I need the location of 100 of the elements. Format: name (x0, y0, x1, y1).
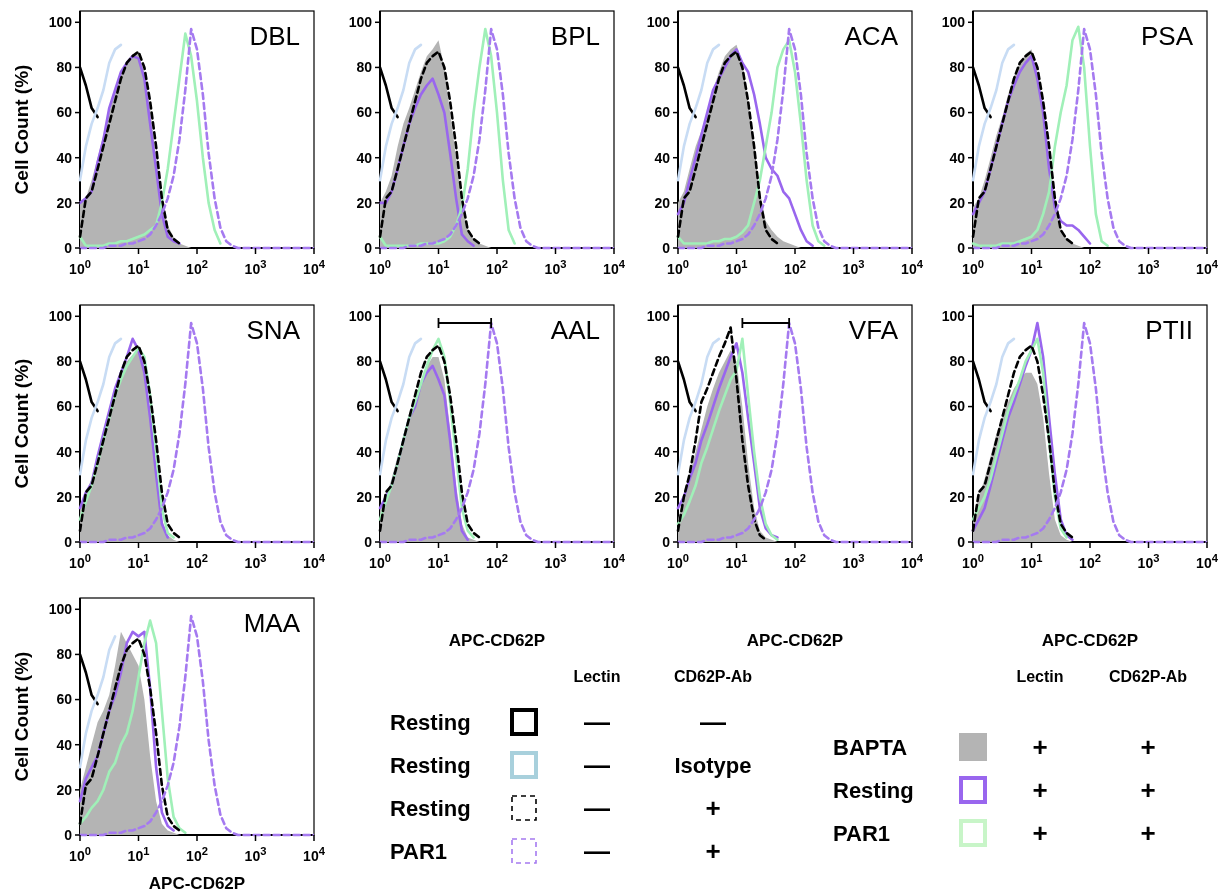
text: Resting (833, 777, 914, 803)
x-tick-label: 10$^{0}$ (69, 552, 91, 571)
x-tick-label: 10$^{2}$ (186, 552, 208, 571)
x-tick-label: 10$^{1}$ (427, 552, 450, 571)
text: — (700, 707, 726, 738)
y-tick-label: 20 (356, 194, 373, 211)
text: Lectin (1016, 668, 1064, 685)
y-tick-label: 40 (654, 149, 671, 166)
y-tick-label: 60 (949, 104, 966, 121)
y-tick-label: 40 (356, 443, 373, 460)
y-tick-label: 80 (56, 59, 73, 76)
x-tick-label: 10$^{4}$ (303, 845, 326, 864)
x-axis-title: APC-CD62P (148, 874, 246, 893)
y-tick-label: 20 (56, 194, 73, 211)
y-tick-label: 40 (56, 443, 73, 460)
y-tick-label: 60 (56, 691, 73, 708)
chart-title: ACA (844, 21, 899, 51)
x-tick-label: 10$^{3}$ (544, 552, 567, 571)
text: + (1140, 732, 1156, 763)
x-tick-label: 10$^{3}$ (842, 552, 865, 571)
x-tick-label: 10$^{3}$ (1137, 552, 1160, 571)
x-axis-title: APC-CD62P (1041, 631, 1139, 650)
y-tick-label: 60 (56, 104, 73, 121)
y-tick-label: 100 (941, 14, 966, 31)
x-tick-label: 10$^{2}$ (784, 552, 806, 571)
x-tick-label: 10$^{4}$ (303, 552, 326, 571)
x-tick-label: 10$^{0}$ (69, 845, 91, 864)
text: PAR1 (390, 838, 448, 864)
x-tick-label: 10$^{3}$ (842, 258, 865, 277)
x-tick-label: 10$^{1}$ (725, 552, 748, 571)
text: CD62P-Ab (673, 668, 753, 685)
x-tick-label: 10$^{1}$ (725, 258, 748, 277)
text: Isotype (674, 752, 752, 778)
y-tick-label: 100 (348, 14, 373, 31)
y-tick-label: 20 (56, 781, 73, 798)
y-tick-label: 80 (56, 646, 73, 663)
x-tick-label: 10$^{1}$ (427, 258, 450, 277)
x-tick-label: 10$^{1}$ (1020, 552, 1043, 571)
x-tick-label: 10$^{0}$ (69, 258, 91, 277)
y-tick-label: 0 (64, 239, 73, 256)
y-tick-label: 80 (654, 59, 671, 76)
y-tick-label: 20 (949, 194, 966, 211)
x-tick-label: 10$^{3}$ (1137, 258, 1160, 277)
text: — (584, 836, 610, 867)
x-tick-label: 10$^{1}$ (127, 258, 150, 277)
x-tick-label: 10$^{4}$ (901, 552, 924, 571)
x-tick-label: 10$^{0}$ (369, 258, 391, 277)
x-tick-label: 10$^{1}$ (127, 552, 150, 571)
x-axis-title: APC-CD62P (448, 631, 546, 650)
y-tick-label: 60 (356, 104, 373, 121)
y-axis-title: Cell Count (%) (11, 651, 32, 782)
y-tick-label: 20 (56, 488, 73, 505)
y-tick-label: 80 (654, 353, 671, 370)
y-tick-label: 80 (356, 353, 373, 370)
text: CD62P-Ab (1108, 668, 1188, 685)
text: Lectin (573, 668, 621, 685)
y-tick-label: 40 (654, 443, 671, 460)
x-tick-label: 10$^{2}$ (1079, 552, 1101, 571)
x-tick-label: 10$^{4}$ (303, 258, 326, 277)
y-tick-label: 20 (949, 488, 966, 505)
x-tick-label: 10$^{2}$ (186, 258, 208, 277)
text: PAR1 (833, 820, 891, 846)
y-axis-title: Cell Count (%) (11, 358, 32, 489)
y-tick-label: 100 (941, 308, 966, 325)
x-tick-label: 10$^{2}$ (486, 258, 508, 277)
y-tick-label: 60 (356, 398, 373, 415)
x-tick-label: 10$^{0}$ (369, 552, 391, 571)
y-tick-label: 20 (654, 194, 671, 211)
y-tick-label: 80 (949, 353, 966, 370)
y-tick-label: 80 (356, 59, 373, 76)
y-tick-label: 80 (56, 353, 73, 370)
text: — (584, 707, 610, 738)
y-tick-label: 100 (646, 14, 671, 31)
chart-title: PTII (1145, 315, 1193, 345)
x-tick-label: 10$^{3}$ (244, 845, 267, 864)
x-tick-label: 10$^{2}$ (784, 258, 806, 277)
y-tick-label: 0 (64, 826, 73, 843)
y-tick-label: 40 (949, 149, 966, 166)
text: — (584, 750, 610, 781)
y-tick-label: 40 (949, 443, 966, 460)
x-tick-label: 10$^{4}$ (1196, 258, 1219, 277)
chart-title: DBL (249, 21, 300, 51)
x-tick-label: 10$^{2}$ (486, 552, 508, 571)
y-tick-label: 100 (48, 308, 73, 325)
text: + (1140, 775, 1156, 806)
y-tick-label: 60 (949, 398, 966, 415)
y-tick-label: 0 (662, 533, 671, 550)
y-tick-label: 40 (56, 149, 73, 166)
x-tick-label: 10$^{0}$ (962, 552, 984, 571)
x-tick-label: 10$^{3}$ (544, 258, 567, 277)
text: + (705, 793, 721, 824)
text: BAPTA (833, 734, 908, 760)
text: Resting (390, 709, 471, 735)
chart-title: AAL (550, 315, 600, 345)
text: Resting (390, 752, 471, 778)
x-tick-label: 10$^{2}$ (1079, 258, 1101, 277)
text: + (1032, 818, 1048, 849)
x-axis-title: APC-CD62P (746, 631, 844, 650)
x-tick-label: 10$^{1}$ (127, 845, 150, 864)
y-tick-label: 100 (48, 14, 73, 31)
